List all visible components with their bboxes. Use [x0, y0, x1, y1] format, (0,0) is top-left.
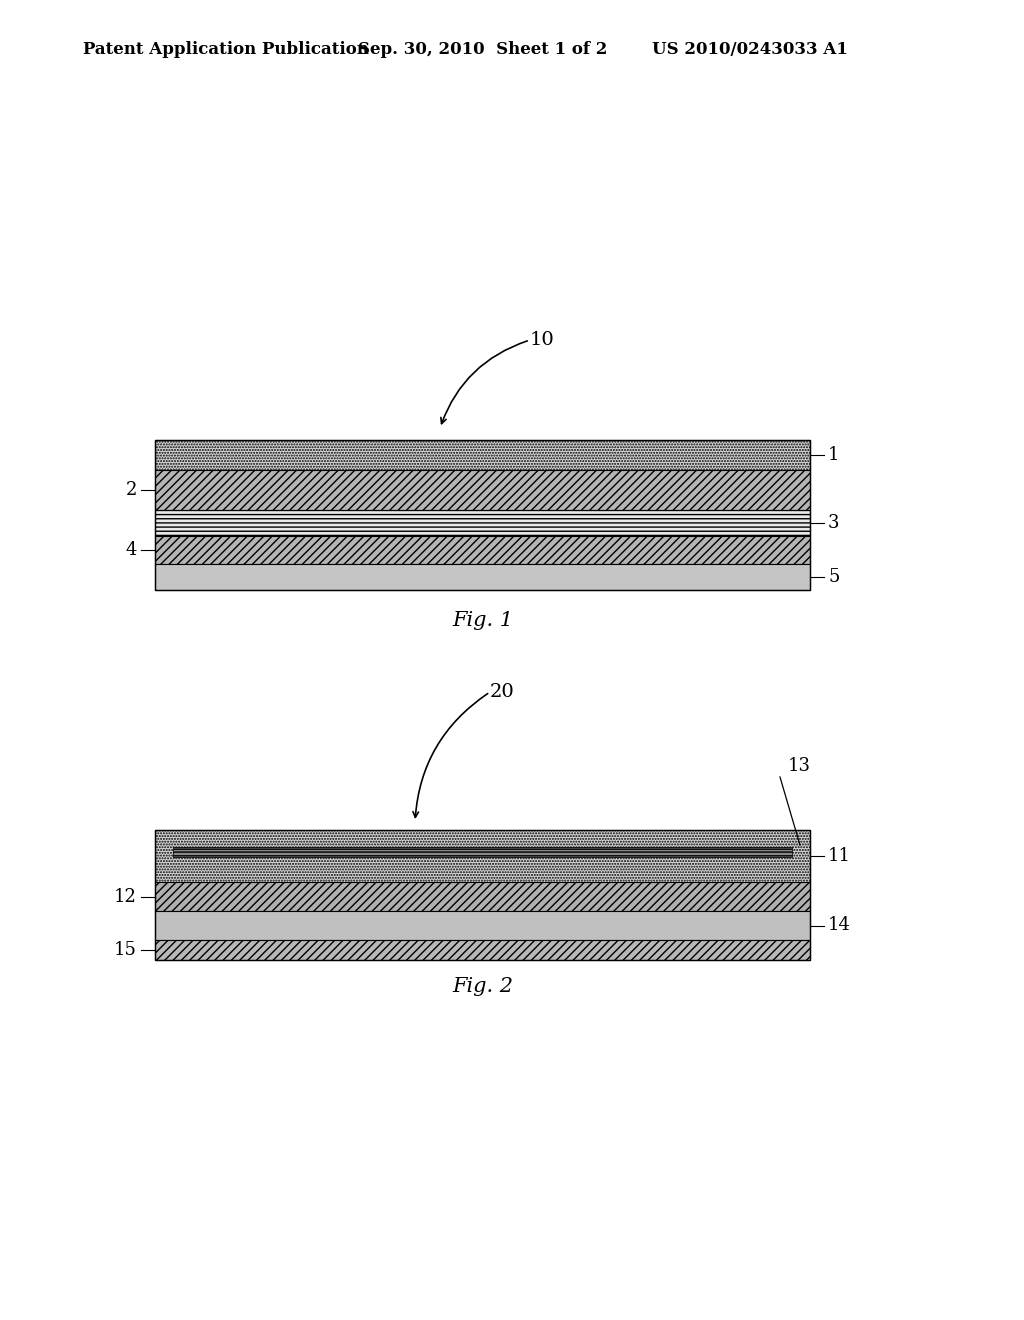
Bar — [155, 830, 810, 882]
Bar — [155, 911, 810, 940]
Text: 20: 20 — [490, 682, 515, 701]
Text: 11: 11 — [828, 847, 851, 865]
Bar — [155, 940, 810, 960]
Text: 15: 15 — [114, 941, 137, 960]
Text: 13: 13 — [788, 756, 811, 775]
Text: 12: 12 — [114, 887, 137, 906]
Bar — [155, 510, 810, 536]
Text: 14: 14 — [828, 916, 851, 935]
Text: Fig. 1: Fig. 1 — [452, 610, 513, 630]
Text: 1: 1 — [828, 446, 840, 465]
Text: Patent Application Publication: Patent Application Publication — [83, 41, 369, 58]
Text: 3: 3 — [828, 513, 840, 532]
Bar — [155, 536, 810, 564]
Text: 2: 2 — [126, 480, 137, 499]
Text: Fig. 2: Fig. 2 — [452, 978, 513, 997]
Bar — [155, 440, 810, 590]
Text: 4: 4 — [126, 541, 137, 558]
Bar — [155, 564, 810, 590]
Bar — [173, 849, 792, 854]
Bar — [155, 470, 810, 510]
Text: 5: 5 — [828, 568, 840, 586]
Bar — [155, 440, 810, 470]
Text: US 2010/0243033 A1: US 2010/0243033 A1 — [652, 41, 848, 58]
Text: Sep. 30, 2010  Sheet 1 of 2: Sep. 30, 2010 Sheet 1 of 2 — [358, 41, 607, 58]
Text: 10: 10 — [530, 331, 555, 348]
Bar — [155, 830, 810, 960]
Bar — [173, 847, 792, 849]
Bar — [155, 882, 810, 911]
Bar — [173, 854, 792, 857]
